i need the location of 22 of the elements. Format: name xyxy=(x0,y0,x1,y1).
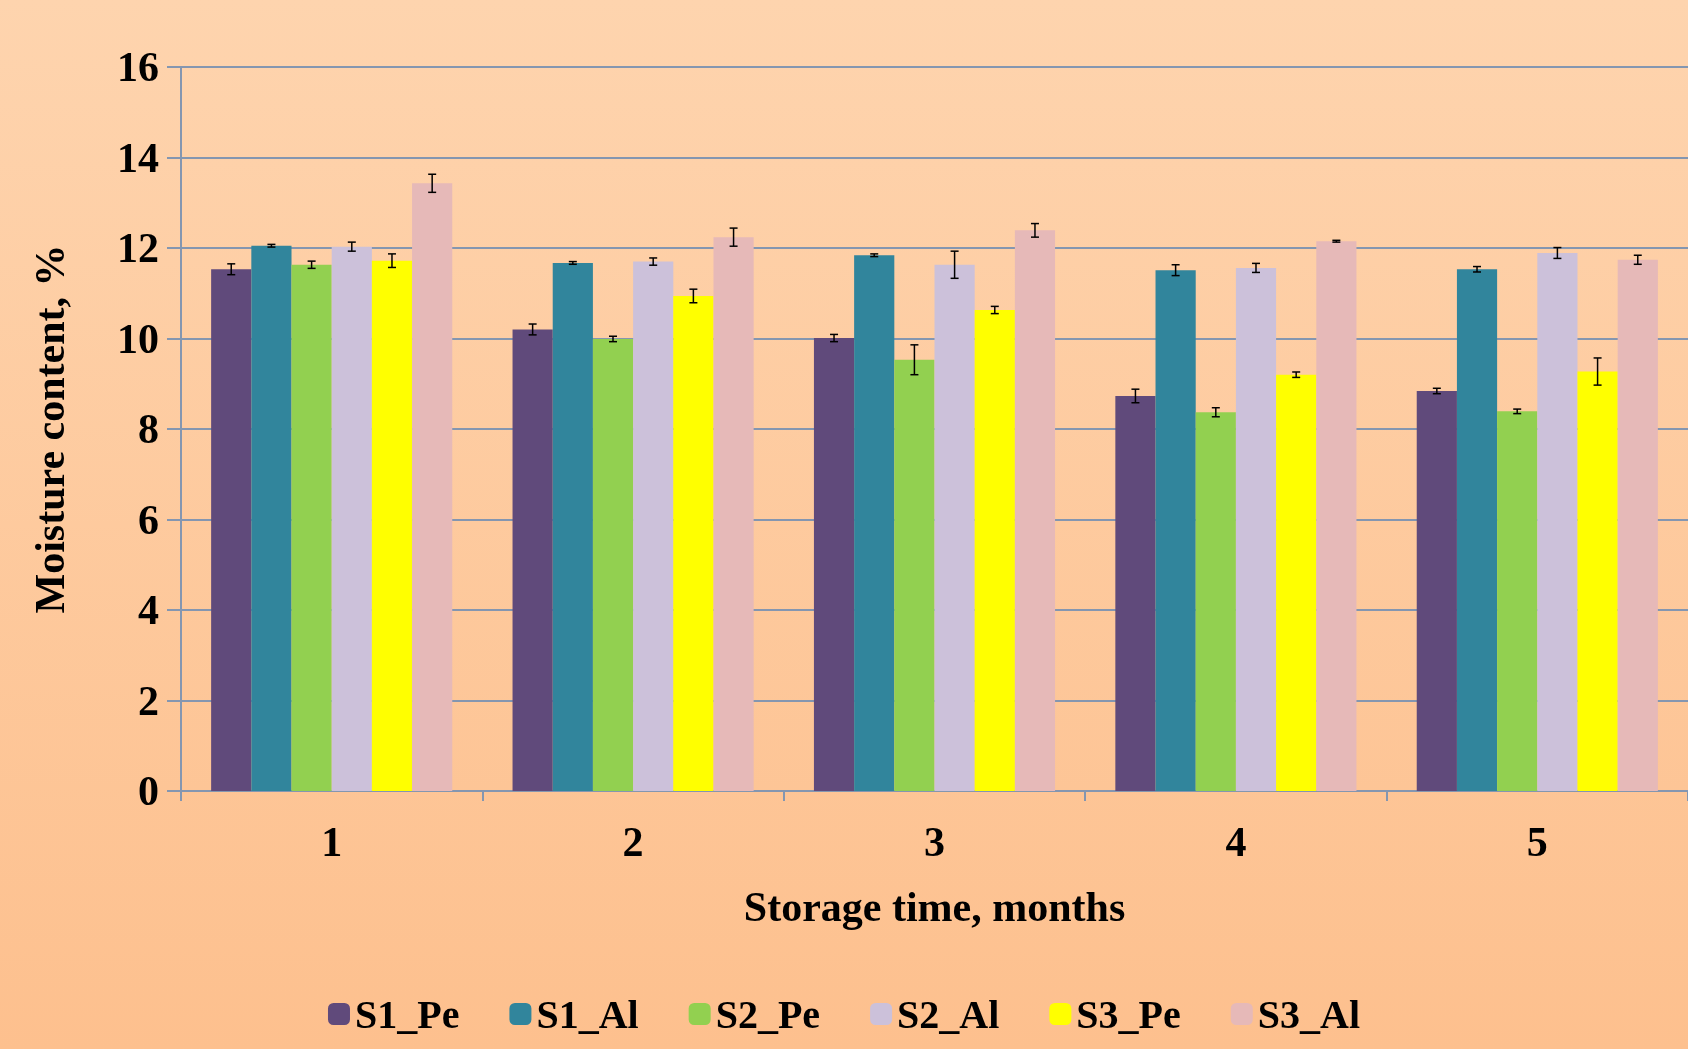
x-tick-label: 2 xyxy=(622,819,644,865)
x-tick-label: 5 xyxy=(1526,819,1548,865)
y-tick-label: 16 xyxy=(117,44,159,90)
y-tick-label: 12 xyxy=(117,225,159,271)
y-tick-label: 8 xyxy=(138,406,159,452)
y-tick-label: 6 xyxy=(138,496,159,543)
y-tick-label: 10 xyxy=(117,315,159,362)
x-tick-label: 4 xyxy=(1225,819,1247,865)
x-axis-title: Storage time, months xyxy=(743,884,1126,930)
legend-label: S3_Pe xyxy=(1076,991,1181,1037)
y-tick-label: 14 xyxy=(117,134,159,181)
y-axis-title: Moisture content, % xyxy=(27,244,73,614)
legend-label: S1_Al xyxy=(536,991,639,1037)
x-tick-label: 1 xyxy=(321,819,343,865)
legend-label: S2_Pe xyxy=(715,991,821,1037)
legend-label: S2_Al xyxy=(897,991,1000,1037)
x-tick-label: 3 xyxy=(924,819,945,865)
legend-label: S3_Al xyxy=(1257,991,1361,1037)
y-tick-label: 0 xyxy=(138,768,159,814)
y-tick-label: 2 xyxy=(138,677,159,724)
legend-label: S1_Pe xyxy=(354,991,460,1037)
y-tick-label: 4 xyxy=(138,587,159,633)
